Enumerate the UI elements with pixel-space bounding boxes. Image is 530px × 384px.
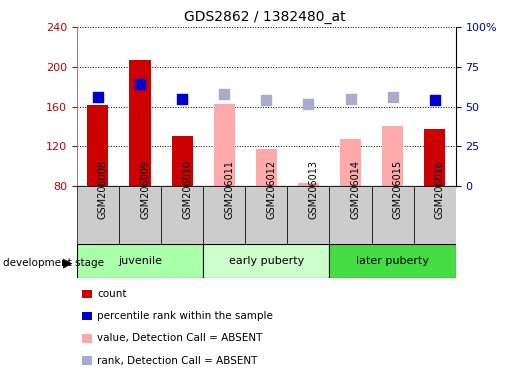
Text: GDS2862 / 1382480_at: GDS2862 / 1382480_at bbox=[184, 10, 346, 23]
Bar bbox=[256, 149, 277, 186]
Text: GSM206010: GSM206010 bbox=[182, 160, 192, 218]
Text: development stage: development stage bbox=[3, 258, 104, 268]
Bar bbox=[424, 129, 445, 186]
Bar bbox=[382, 126, 403, 186]
Text: count: count bbox=[97, 289, 127, 299]
Point bbox=[304, 101, 313, 107]
Bar bbox=[87, 104, 109, 186]
Bar bbox=[414, 186, 456, 244]
Text: GSM206012: GSM206012 bbox=[267, 160, 276, 218]
Text: GSM206013: GSM206013 bbox=[308, 160, 319, 218]
Bar bbox=[172, 136, 192, 186]
Text: later puberty: later puberty bbox=[356, 256, 429, 266]
Text: value, Detection Call = ABSENT: value, Detection Call = ABSENT bbox=[97, 333, 262, 343]
Point bbox=[388, 94, 397, 100]
Bar bbox=[287, 186, 330, 244]
Text: GSM206014: GSM206014 bbox=[350, 160, 360, 218]
Text: GSM206016: GSM206016 bbox=[435, 160, 445, 218]
Bar bbox=[161, 186, 203, 244]
Bar bbox=[203, 244, 330, 278]
Bar bbox=[330, 186, 372, 244]
Point bbox=[262, 96, 271, 103]
Bar bbox=[245, 186, 287, 244]
Text: ▶: ▶ bbox=[63, 257, 72, 270]
Bar bbox=[77, 244, 203, 278]
Point bbox=[220, 91, 228, 97]
Text: juvenile: juvenile bbox=[118, 256, 162, 266]
Bar bbox=[330, 244, 456, 278]
Point bbox=[178, 96, 187, 102]
Text: GSM206011: GSM206011 bbox=[224, 160, 234, 218]
Bar bbox=[203, 186, 245, 244]
Bar bbox=[77, 186, 119, 244]
Bar bbox=[119, 186, 161, 244]
Point bbox=[136, 81, 144, 87]
Bar bbox=[214, 104, 235, 186]
Point bbox=[430, 96, 439, 103]
Text: percentile rank within the sample: percentile rank within the sample bbox=[97, 311, 273, 321]
Bar bbox=[340, 139, 361, 186]
Point bbox=[346, 96, 355, 102]
Text: GSM206015: GSM206015 bbox=[393, 160, 403, 218]
Text: early puberty: early puberty bbox=[229, 256, 304, 266]
Point bbox=[94, 94, 102, 100]
Bar bbox=[298, 183, 319, 186]
Text: GSM206008: GSM206008 bbox=[98, 160, 108, 218]
Text: GSM206009: GSM206009 bbox=[140, 160, 150, 218]
Bar bbox=[372, 186, 414, 244]
Text: rank, Detection Call = ABSENT: rank, Detection Call = ABSENT bbox=[97, 356, 258, 366]
Bar bbox=[129, 60, 151, 186]
